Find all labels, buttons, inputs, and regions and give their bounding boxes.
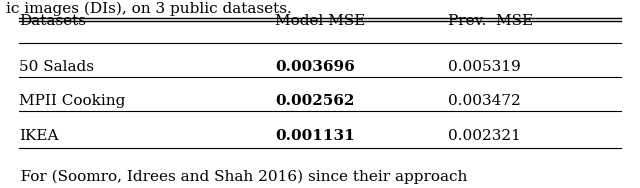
Text: 50 Salads: 50 Salads — [19, 60, 94, 74]
Text: 0.005319: 0.005319 — [448, 60, 521, 74]
Text: Prev.  MSE: Prev. MSE — [448, 14, 533, 28]
Text: 0.001131: 0.001131 — [275, 129, 355, 143]
Text: 0.002562: 0.002562 — [275, 94, 355, 108]
Text: IKEA: IKEA — [19, 129, 59, 143]
Text: ic images (DIs), on 3 public datasets.: ic images (DIs), on 3 public datasets. — [6, 2, 292, 16]
Text: 0.003472: 0.003472 — [448, 94, 521, 108]
Text: Datasets: Datasets — [19, 14, 86, 28]
Text: 0.003696: 0.003696 — [275, 60, 355, 74]
Text: For (Soomro, Idrees and Shah 2016) since their approach: For (Soomro, Idrees and Shah 2016) since… — [6, 170, 468, 184]
Text: 0.002321: 0.002321 — [448, 129, 521, 143]
Text: Model MSE: Model MSE — [275, 14, 365, 28]
Text: MPII Cooking: MPII Cooking — [19, 94, 125, 108]
